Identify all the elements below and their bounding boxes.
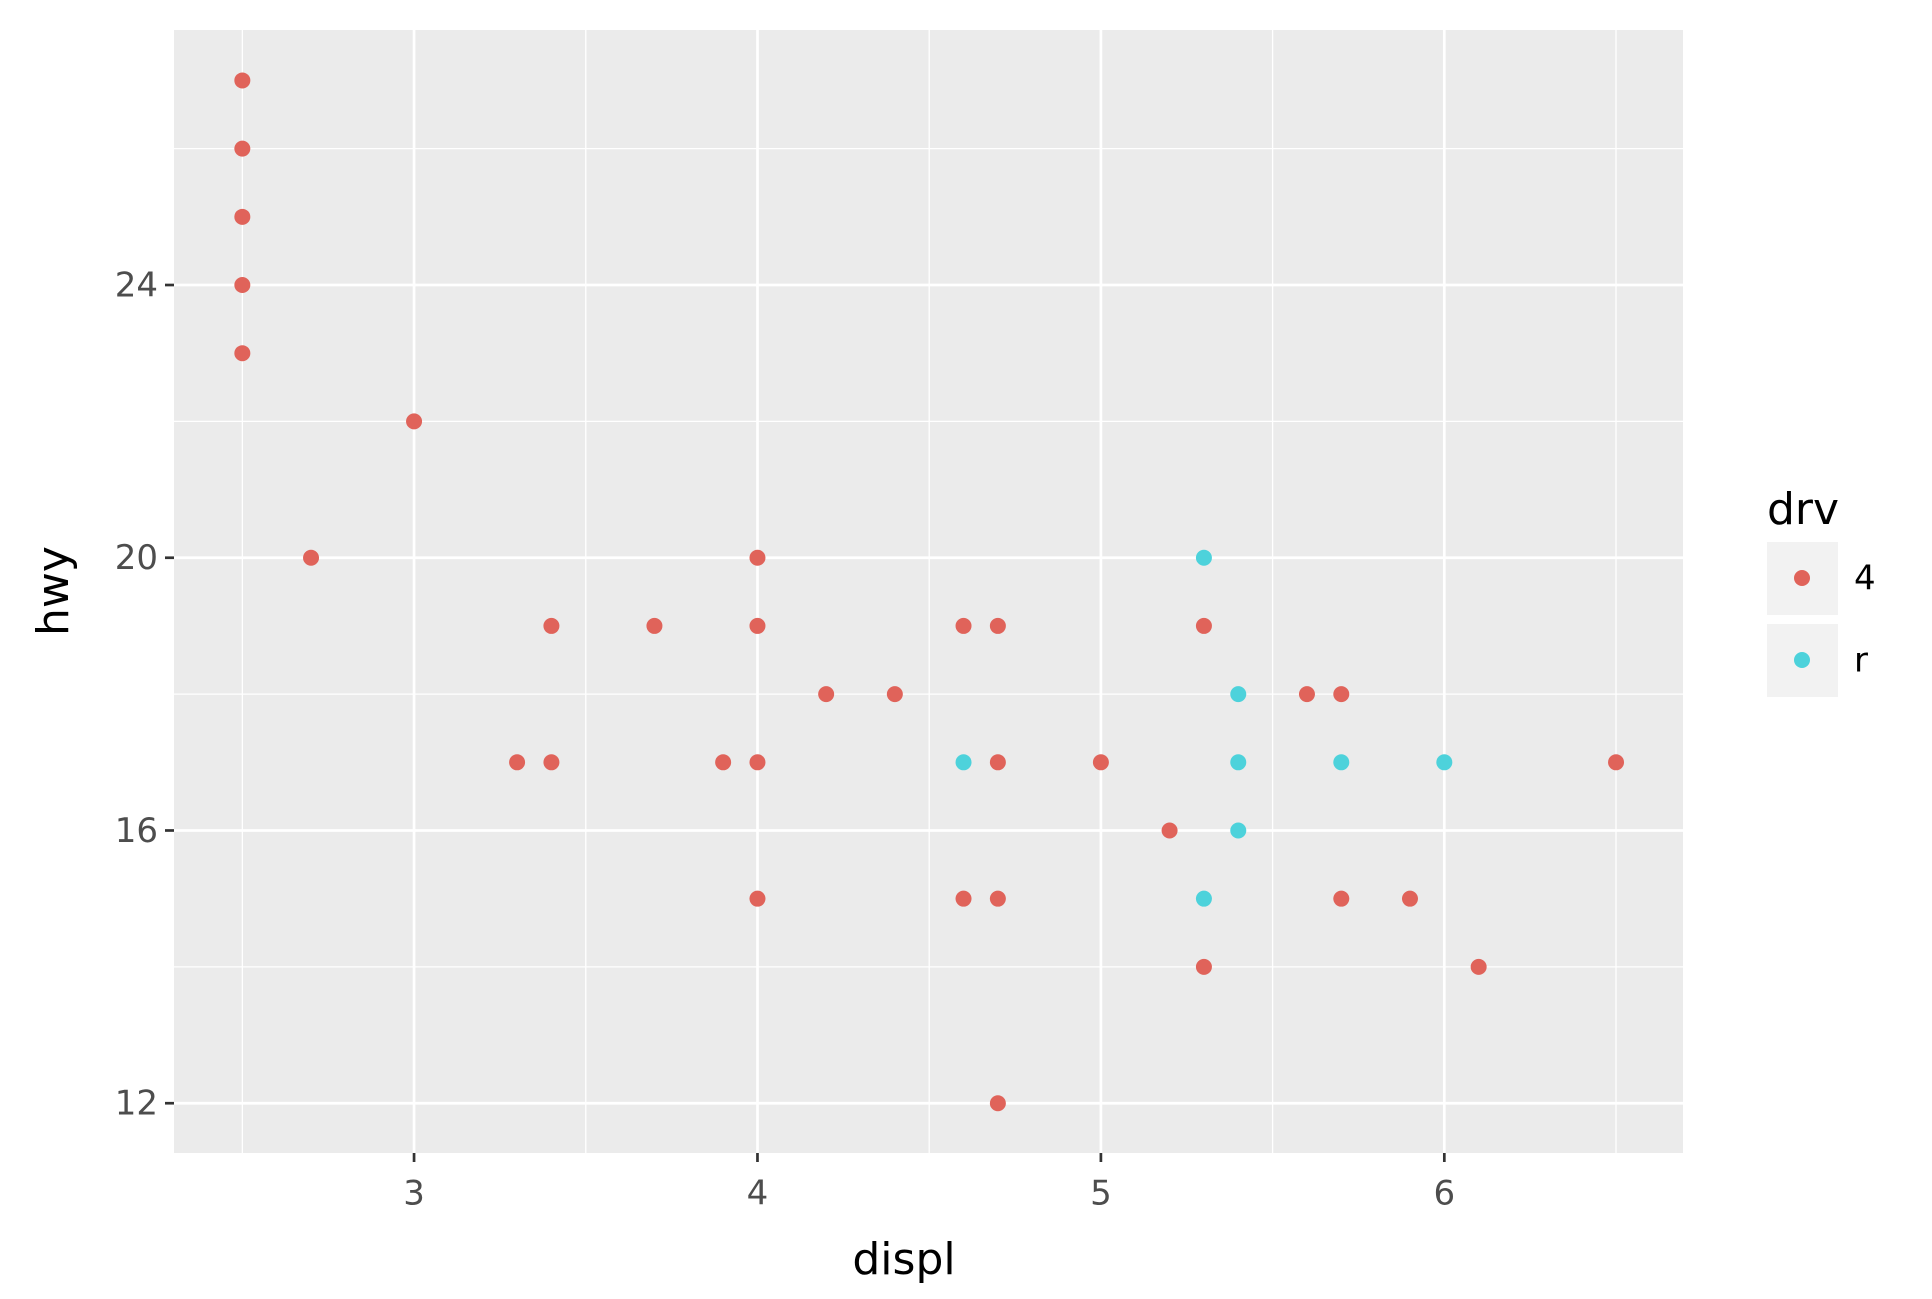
point xyxy=(1195,958,1212,975)
point xyxy=(955,754,972,771)
legend-label: r xyxy=(1854,641,1868,681)
point xyxy=(955,890,972,907)
point xyxy=(234,345,251,362)
point xyxy=(1230,686,1247,703)
point xyxy=(234,277,251,294)
legend-marker xyxy=(1794,570,1810,586)
grid xyxy=(174,30,1683,1153)
panel xyxy=(174,30,1683,1153)
point xyxy=(1333,890,1350,907)
point xyxy=(1195,890,1212,907)
point xyxy=(234,208,251,225)
point xyxy=(749,617,766,634)
y-tick-label: 24 xyxy=(115,266,158,306)
point xyxy=(749,890,766,907)
point xyxy=(234,72,251,89)
y-tick-label: 12 xyxy=(115,1084,158,1124)
point xyxy=(989,890,1006,907)
point xyxy=(543,754,560,771)
point xyxy=(1436,754,1453,771)
y-axis-title: hwy xyxy=(28,546,79,636)
point xyxy=(406,413,423,430)
point xyxy=(1195,549,1212,566)
point xyxy=(749,549,766,566)
point xyxy=(989,1095,1006,1112)
point xyxy=(989,617,1006,634)
legend-label: 4 xyxy=(1854,559,1876,599)
point xyxy=(234,140,251,157)
point xyxy=(1092,754,1109,771)
point xyxy=(303,549,320,566)
point xyxy=(749,754,766,771)
points xyxy=(234,72,1625,1112)
legend-marker xyxy=(1794,652,1810,668)
point xyxy=(955,617,972,634)
point xyxy=(1230,822,1247,839)
x-axis-title: displ xyxy=(852,1234,955,1285)
point xyxy=(886,686,903,703)
point xyxy=(715,754,732,771)
point xyxy=(509,754,526,771)
point xyxy=(1195,617,1212,634)
x-tick-label: 3 xyxy=(403,1174,425,1214)
point xyxy=(1401,890,1418,907)
point xyxy=(1161,822,1178,839)
y-tick-label: 16 xyxy=(115,811,158,851)
point xyxy=(1298,686,1315,703)
x-tick-label: 6 xyxy=(1434,1174,1456,1214)
point xyxy=(989,754,1006,771)
point xyxy=(543,617,560,634)
point xyxy=(1470,958,1487,975)
point xyxy=(646,617,663,634)
point xyxy=(1230,754,1247,771)
point xyxy=(1333,686,1350,703)
point xyxy=(1608,754,1625,771)
x-tick-label: 5 xyxy=(1090,1174,1112,1214)
legend-title: drv xyxy=(1767,484,1839,535)
x-tick-label: 4 xyxy=(747,1174,769,1214)
point xyxy=(1333,754,1350,771)
y-tick-label: 20 xyxy=(115,538,158,578)
point xyxy=(818,686,835,703)
